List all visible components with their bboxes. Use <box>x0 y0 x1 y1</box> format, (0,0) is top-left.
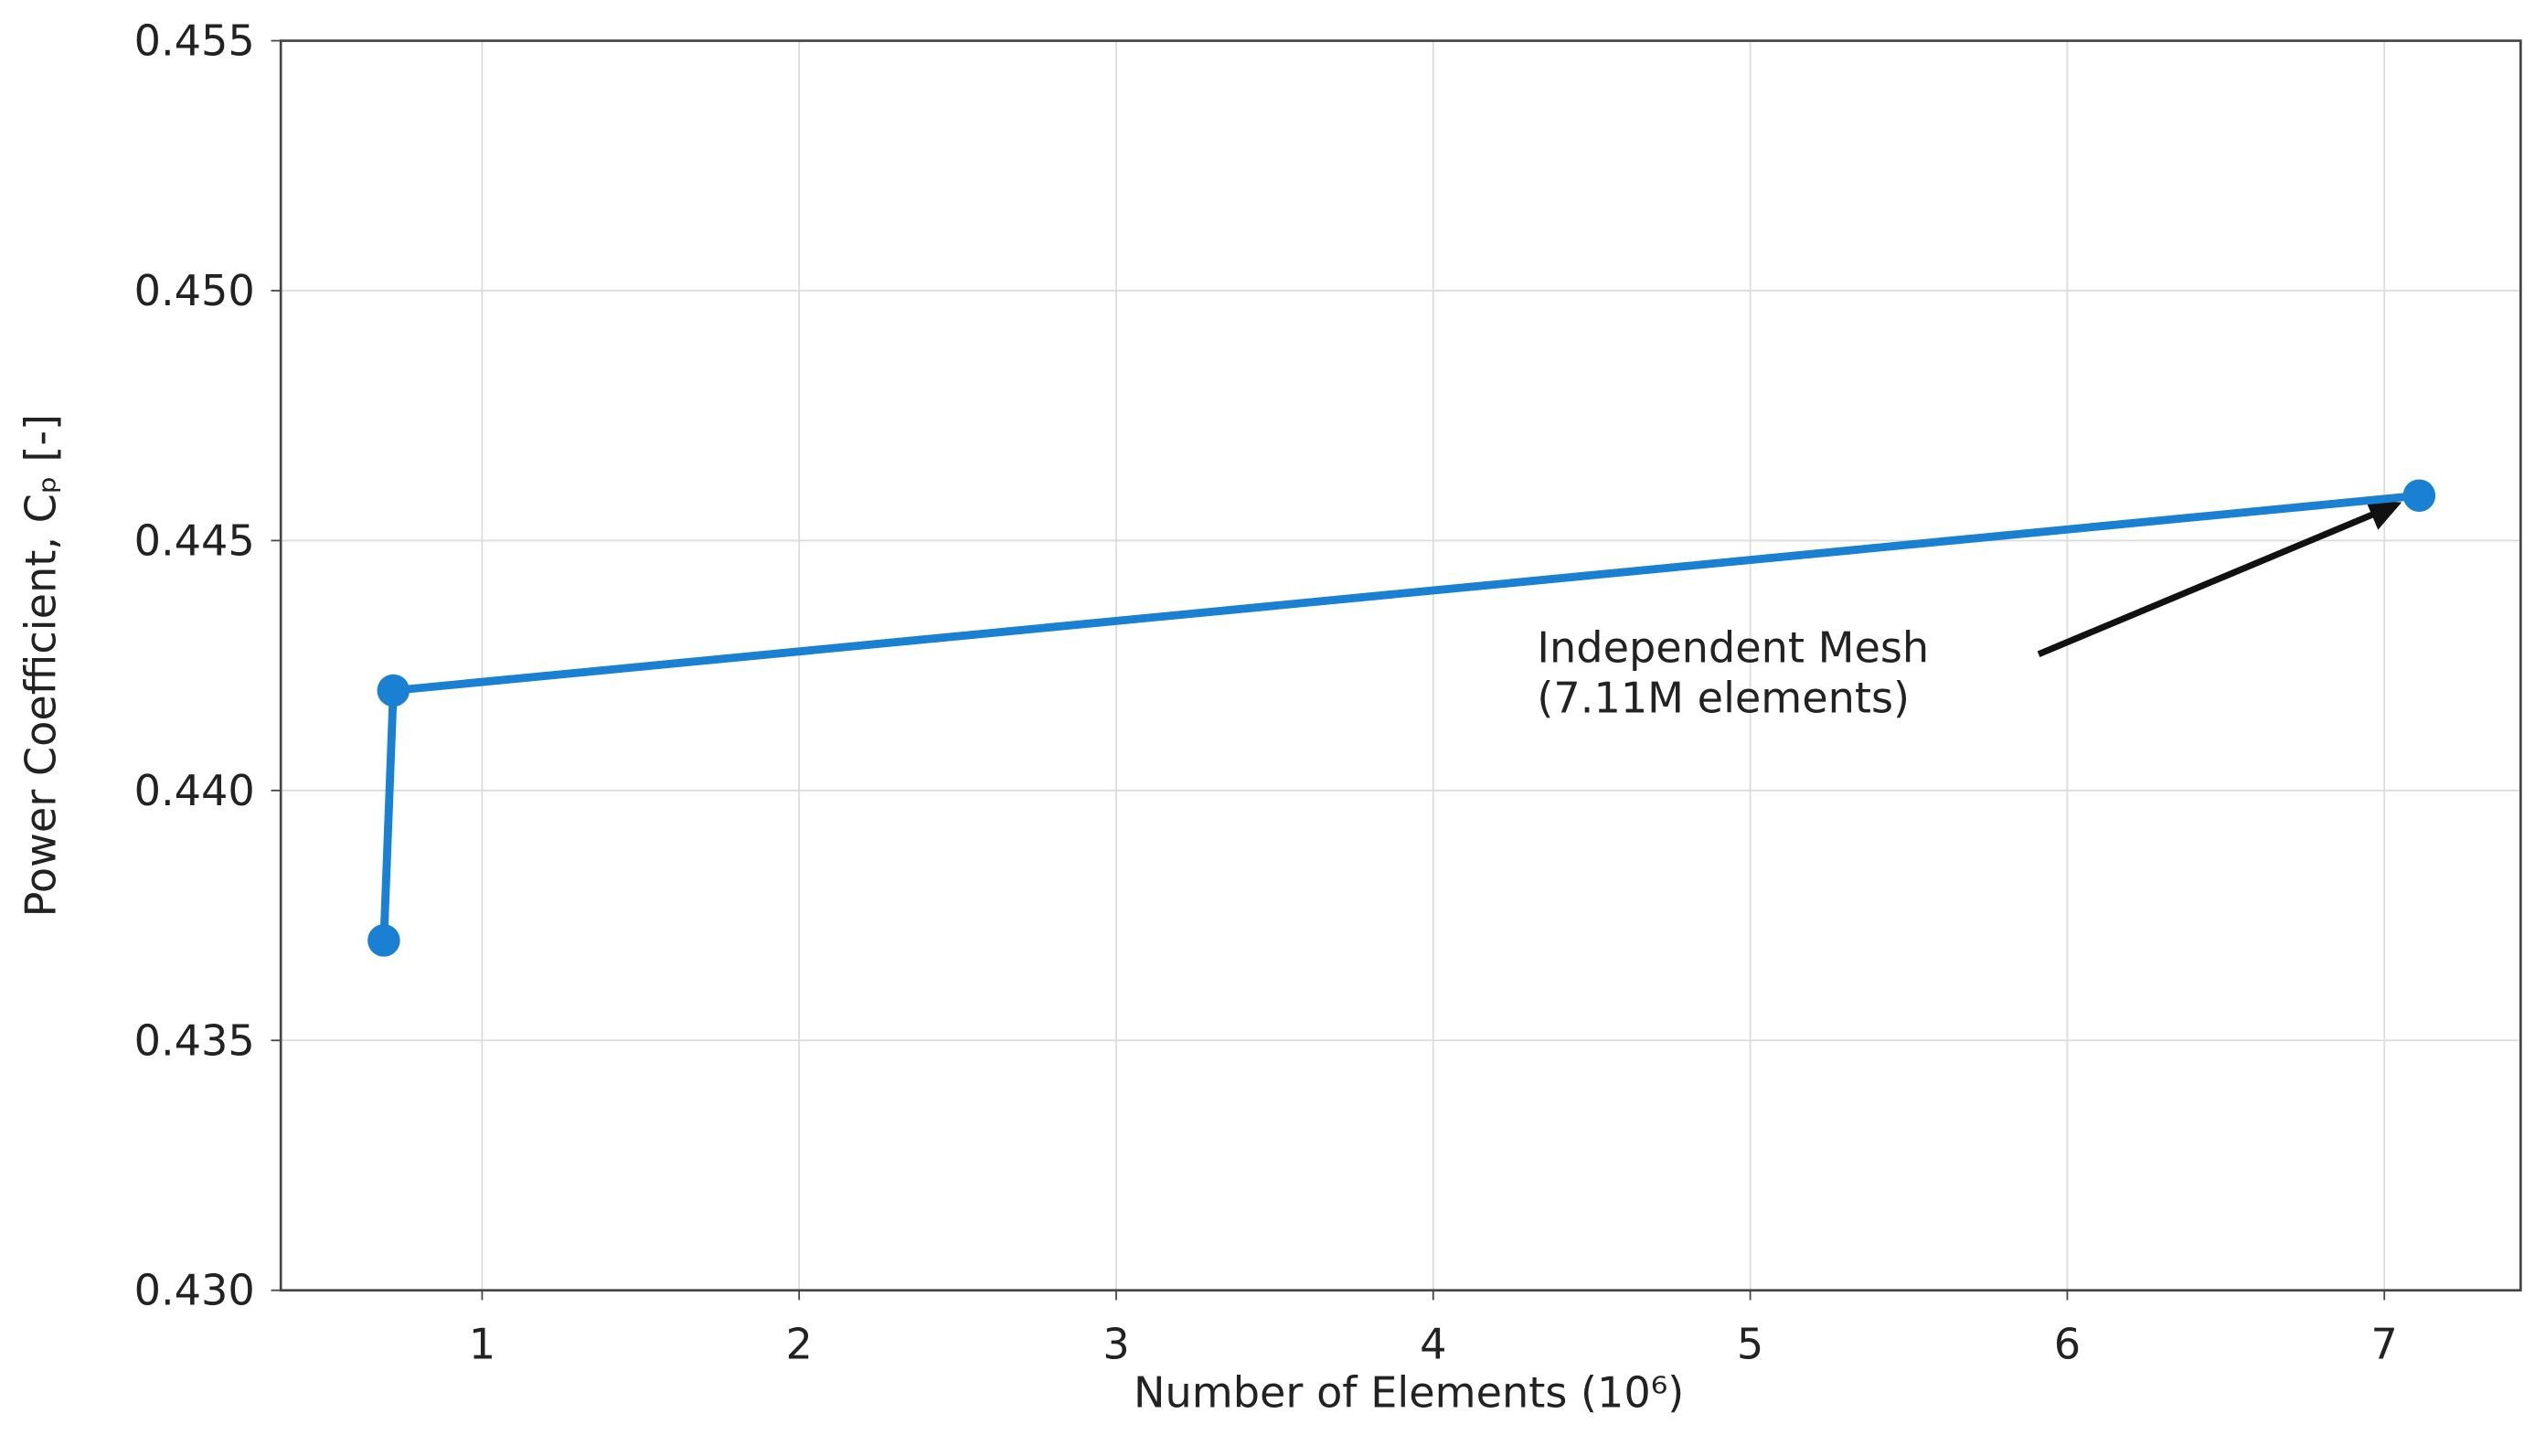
x-tick-label: 1 <box>469 1319 495 1368</box>
x-tick-label: 3 <box>1102 1319 1129 1368</box>
x-tick-label: 7 <box>2371 1319 2398 1368</box>
data-point <box>2402 479 2436 512</box>
y-tick-label: 0.435 <box>134 1015 255 1065</box>
annotation-arrow <box>2037 499 2402 657</box>
annotation-text: (7.11M elements) <box>1537 674 1910 723</box>
annotation-text: Independent Mesh <box>1537 623 1929 673</box>
y-tick-label: 0.455 <box>134 16 255 66</box>
y-tick-label: 0.440 <box>134 766 255 815</box>
y-tick-label: 0.430 <box>134 1266 255 1315</box>
data-line <box>379 491 2420 941</box>
x-tick-label: 5 <box>1737 1319 1763 1368</box>
x-tick-label: 4 <box>1420 1319 1446 1368</box>
x-axis-label: Number of Elements (10⁶) <box>1134 1368 1684 1418</box>
plot-frame <box>279 39 2522 1292</box>
y-axis-label: Power Coefficient, Cₚ [-] <box>16 414 65 917</box>
x-tick-label: 2 <box>786 1319 813 1368</box>
y-tick-label: 0.450 <box>134 266 255 315</box>
x-tick-label: 6 <box>2054 1319 2081 1368</box>
data-point <box>367 924 400 957</box>
y-tick-label: 0.445 <box>134 515 255 565</box>
data-point <box>377 674 410 707</box>
